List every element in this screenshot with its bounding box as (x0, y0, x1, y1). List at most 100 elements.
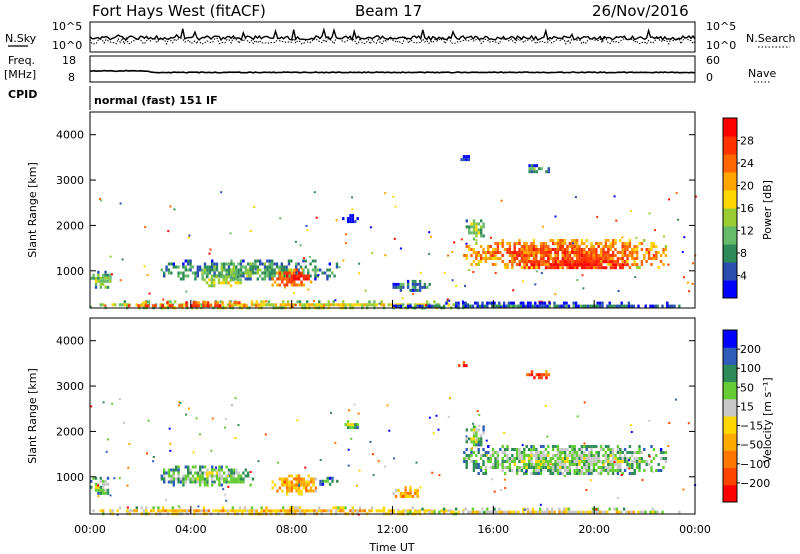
heatmap-cell (544, 457, 548, 460)
heatmap-cell (488, 510, 491, 514)
heatmap-cell (597, 451, 600, 454)
heatmap-cell (192, 301, 195, 305)
heatmap-cell (573, 445, 576, 448)
heatmap-cell (539, 472, 543, 475)
heatmap-cell (299, 265, 303, 269)
heatmap-cell (135, 509, 138, 513)
power-ylabel: Slant Range [km] (26, 162, 39, 258)
heatmap-cell (286, 509, 290, 513)
heatmap-cell (147, 304, 150, 308)
heatmap-cell (644, 510, 647, 514)
heatmap-cell (475, 463, 478, 466)
heatmap-cell (206, 471, 209, 475)
heatmap-cell (585, 460, 588, 463)
heatmap-cell (556, 260, 560, 263)
heatmap-cell (604, 260, 608, 264)
heatmap-cell (262, 509, 266, 513)
heatmap-cell (491, 466, 495, 469)
heatmap-cell (588, 257, 591, 261)
heatmap-cell (494, 248, 497, 251)
heatmap-cell (519, 304, 523, 308)
y-tick-label: 2000 (56, 425, 84, 438)
heatmap-cell (580, 445, 584, 448)
heatmap-cell (555, 304, 559, 308)
heatmap-cell (172, 474, 175, 478)
scatter-cell (648, 212, 651, 215)
heatmap-cell (215, 262, 219, 266)
heatmap-cell (530, 164, 534, 168)
heatmap-cell (201, 474, 204, 478)
heatmap-cell (238, 509, 242, 513)
heatmap-cell (225, 275, 228, 279)
scatter-cell (249, 230, 252, 232)
heatmap-cell (249, 268, 252, 272)
heatmap-cell (486, 507, 489, 511)
heatmap-cell (111, 303, 114, 307)
heatmap-cell (554, 263, 557, 267)
scatter-cell (620, 474, 623, 476)
colorbar-tick-label: 20 (740, 180, 754, 193)
scatter-cell (615, 219, 618, 222)
heatmap-cell (639, 510, 643, 514)
heatmap-cell (244, 271, 247, 275)
heatmap-cell (530, 370, 534, 374)
heatmap-cell (414, 509, 417, 513)
heatmap-cell (382, 303, 386, 307)
heatmap-cell (559, 454, 562, 457)
heatmap-cell (169, 509, 172, 513)
heatmap-cell (476, 510, 479, 514)
heatmap-cell (472, 469, 476, 472)
heatmap-cell (382, 506, 386, 510)
heatmap-cell (203, 271, 207, 275)
heatmap-cell (106, 279, 110, 283)
heatmap-cell (597, 245, 600, 248)
heatmap-cell (482, 431, 485, 435)
heatmap-cell (102, 273, 105, 277)
heatmap-cell (184, 477, 187, 481)
heatmap-cell (539, 463, 543, 466)
heatmap-cell (278, 271, 282, 275)
heatmap-cell (249, 262, 252, 266)
heatmap-cell (532, 251, 536, 254)
heatmap-cell (544, 248, 548, 251)
heatmap-cell (118, 303, 122, 307)
heatmap-cell (532, 469, 536, 472)
heatmap-cell (523, 242, 526, 245)
heatmap-cell (572, 304, 575, 308)
heatmap-cell (254, 262, 257, 266)
heatmap-cell (290, 480, 294, 484)
heatmap-cell (253, 303, 256, 307)
heatmap-cell (232, 262, 235, 266)
heatmap-cell (286, 303, 290, 307)
heatmap-cell (554, 466, 557, 469)
heatmap-cell (573, 469, 576, 472)
scatter-cell (471, 447, 473, 450)
heatmap-cell (259, 262, 262, 266)
heatmap-cell (657, 463, 660, 466)
heatmap-cell (189, 468, 192, 472)
heatmap-cell (558, 304, 561, 308)
heatmap-cell (230, 474, 233, 478)
heatmap-cell (177, 474, 180, 478)
heatmap-cell (554, 463, 557, 466)
heatmap-cell (167, 262, 171, 266)
heatmap-cell (287, 274, 291, 278)
heatmap-cell (321, 271, 324, 275)
heatmap-cell (254, 265, 257, 269)
heatmap-cell (551, 454, 555, 457)
heatmap-cell (201, 480, 204, 484)
heatmap-cell (543, 301, 547, 305)
heatmap-cell (480, 434, 483, 438)
heatmap-cell (97, 488, 100, 492)
heatmap-cell (563, 448, 567, 451)
heatmap-cell (522, 507, 525, 511)
heatmap-cell (92, 273, 95, 277)
heatmap-cell (94, 482, 98, 486)
heatmap-cell (559, 469, 562, 472)
heatmap-cell (102, 279, 105, 283)
heatmap-cell (608, 301, 611, 305)
heatmap-cell (470, 440, 473, 444)
heatmap-cell (592, 457, 596, 460)
heatmap-cell (556, 254, 560, 257)
heatmap-cell (592, 245, 596, 248)
